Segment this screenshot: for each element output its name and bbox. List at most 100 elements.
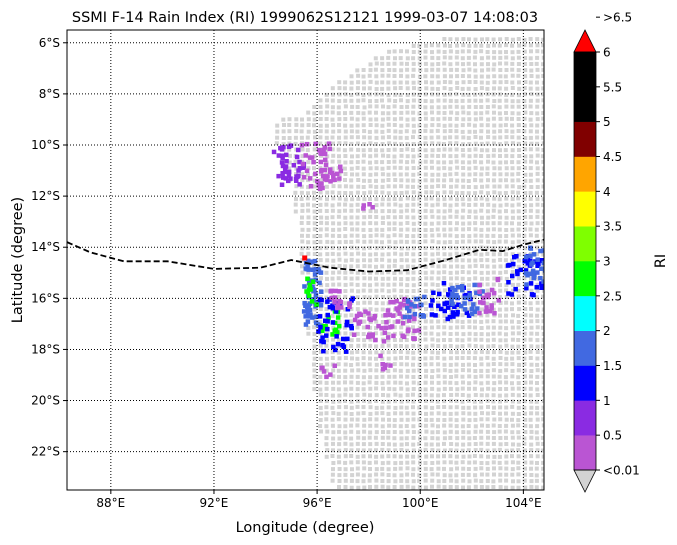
swath-pixel <box>442 294 447 299</box>
swath-pixel <box>473 37 478 42</box>
swath-pixel <box>393 405 398 410</box>
swath-pixel <box>479 472 484 477</box>
swath-pixel <box>492 454 497 459</box>
swath-pixel <box>318 202 323 207</box>
swath-pixel <box>454 141 459 146</box>
swath-pixel <box>454 473 459 478</box>
swath-pixel <box>479 135 483 140</box>
swath-pixel <box>435 430 440 435</box>
swath-pixel <box>467 67 472 72</box>
swath-pixel <box>454 191 459 196</box>
rain-cell <box>339 305 344 310</box>
swath-pixel <box>336 294 341 299</box>
rain-cell <box>286 173 292 178</box>
y-tick-label: 14°S <box>31 240 60 254</box>
swath-pixel <box>504 221 509 226</box>
swath-pixel <box>516 472 521 477</box>
swath-pixel <box>491 485 496 489</box>
swath-pixel <box>467 239 472 244</box>
rain-cell <box>496 298 501 303</box>
swath-pixel <box>466 307 471 312</box>
swath-pixel <box>479 166 484 171</box>
swath-pixel <box>336 368 341 373</box>
swath-pixel <box>343 264 348 269</box>
swath-pixel <box>362 135 367 140</box>
swath-pixel <box>435 355 440 360</box>
swath-pixel <box>449 307 453 312</box>
swath-pixel <box>393 141 397 146</box>
swath-pixel <box>393 276 397 281</box>
swath-pixel <box>331 380 335 385</box>
swath-pixel <box>430 74 435 79</box>
swath-pixel <box>541 375 544 380</box>
swath-pixel <box>330 393 335 398</box>
swath-pixel <box>399 252 404 257</box>
swath-pixel <box>342 246 347 251</box>
swath-pixel <box>436 368 441 373</box>
swath-pixel <box>331 374 336 379</box>
swath-pixel <box>448 98 453 103</box>
swath-pixel <box>399 386 404 391</box>
swath-pixel <box>498 154 502 158</box>
swath-pixel <box>467 331 472 336</box>
swath-pixel <box>461 246 466 250</box>
swath-pixel <box>392 271 397 275</box>
swath-pixel <box>398 424 403 429</box>
swath-pixel <box>417 349 422 354</box>
swath-pixel <box>485 429 490 434</box>
swath-pixel <box>535 411 540 416</box>
swath-pixel <box>497 307 502 312</box>
rain-cell <box>491 290 497 296</box>
swath-pixel <box>423 172 428 177</box>
swath-pixel <box>392 485 397 489</box>
swath-pixel <box>442 473 447 478</box>
swath-pixel <box>449 110 454 115</box>
swath-pixel <box>393 129 398 134</box>
swath-pixel <box>436 325 441 330</box>
rain-cell <box>451 314 456 319</box>
swath-pixel <box>504 332 508 337</box>
rain-cell <box>539 285 544 290</box>
swath-pixel <box>510 325 515 330</box>
swath-pixel <box>330 423 335 428</box>
swath-pixel <box>473 325 477 330</box>
swath-pixel <box>473 478 478 483</box>
swath-pixel <box>362 300 367 305</box>
rain-cell <box>313 320 319 325</box>
rain-cell <box>534 285 539 290</box>
rain-cell <box>306 287 312 292</box>
swath-pixel <box>503 338 508 343</box>
swath-pixel <box>461 92 466 97</box>
swath-pixel <box>479 270 484 275</box>
rain-cell <box>391 299 396 305</box>
swath-pixel <box>337 129 342 134</box>
swath-pixel <box>516 55 521 60</box>
rain-cell <box>291 163 297 168</box>
swath-pixel <box>386 473 391 477</box>
swath-pixel <box>497 209 502 214</box>
swath-pixel <box>535 111 540 116</box>
swath-pixel <box>411 135 415 140</box>
swath-pixel <box>485 423 490 428</box>
swath-pixel <box>305 172 310 177</box>
swath-pixel <box>361 448 366 453</box>
swath-pixel <box>337 240 342 245</box>
swath-pixel <box>312 203 316 208</box>
swath-pixel <box>460 393 465 397</box>
swath-pixel <box>541 472 544 477</box>
swath-pixel <box>529 399 534 404</box>
swath-pixel <box>529 313 534 318</box>
swath-pixel <box>535 350 540 354</box>
swath-pixel <box>349 282 354 287</box>
swath-pixel <box>393 56 397 61</box>
swath-pixel <box>386 86 391 91</box>
y-tick-label: 10°S <box>31 138 60 152</box>
swath-pixel <box>429 411 434 416</box>
swath-pixel <box>306 185 311 190</box>
swath-pixel <box>411 276 416 281</box>
rain-cell <box>442 308 447 314</box>
swath-pixel <box>442 227 447 232</box>
swath-pixel <box>336 276 341 281</box>
rain-cell <box>310 279 316 284</box>
swath-pixel <box>343 368 348 373</box>
